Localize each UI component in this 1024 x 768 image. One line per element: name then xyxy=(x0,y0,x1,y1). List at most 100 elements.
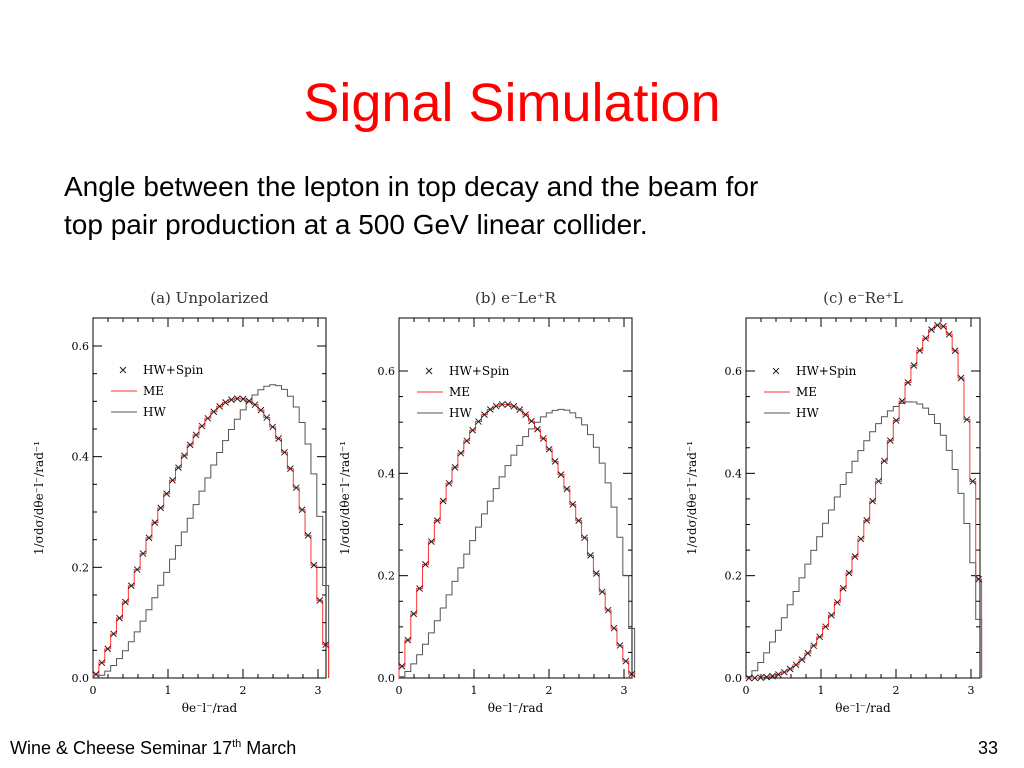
x-tick-label: 1 xyxy=(165,684,172,697)
slide-subtitle: Angle between the lepton in top decay an… xyxy=(64,168,964,244)
hw-spin-marker xyxy=(975,575,983,583)
hw-spin-marker xyxy=(886,437,894,444)
y-tick-label: 0.2 xyxy=(72,561,90,574)
hw-spin-marker xyxy=(398,662,406,670)
legend-label: ME xyxy=(143,384,164,398)
hw-spin-marker xyxy=(198,422,206,430)
legend-label: HW+Spin xyxy=(143,363,204,377)
hw-spin-marker xyxy=(810,642,818,650)
me-histogram xyxy=(92,398,330,678)
hw-spin-marker xyxy=(910,362,918,369)
hw-spin-marker xyxy=(422,560,429,568)
hw-spin-marker xyxy=(157,504,165,512)
hw-spin-marker xyxy=(98,659,106,667)
y-tick-label: 0.0 xyxy=(725,672,743,685)
hw-spin-marker xyxy=(475,418,482,425)
hw-spin-marker xyxy=(310,561,318,569)
hw-spin-marker xyxy=(451,463,459,471)
hw-spin-marker xyxy=(610,624,618,632)
hw-spin-marker xyxy=(881,457,888,465)
hw-spin-marker xyxy=(822,623,829,631)
hw-spin-marker xyxy=(180,452,188,460)
hw-spin-marker xyxy=(569,500,577,508)
hw-spin-marker xyxy=(934,321,941,329)
hw-spin-marker xyxy=(175,464,182,471)
x-axis-label: θe⁻l⁻/rad xyxy=(182,701,238,715)
hw-spin-marker xyxy=(416,585,423,592)
hw-spin-marker xyxy=(316,597,324,604)
hw-spin-marker xyxy=(969,478,977,485)
hw-spin-marker xyxy=(239,395,247,403)
x-axis-label: θe⁻l⁻/rad xyxy=(488,701,544,715)
hw-spin-marker xyxy=(786,665,794,673)
hw-spin-marker xyxy=(322,641,330,649)
y-tick-label: 0.0 xyxy=(378,672,396,685)
y-axis-label: 1/σdσ/dθe⁻l⁻/rad⁻¹ xyxy=(32,441,46,555)
hw-spin-marker xyxy=(298,506,306,514)
hw-spin-marker xyxy=(963,416,971,423)
hw-spin-marker xyxy=(251,401,259,409)
hw-spin-marker xyxy=(222,399,229,406)
hw-spin-marker xyxy=(510,402,518,410)
hw-spin-marker xyxy=(904,379,912,386)
hw-spin-marker xyxy=(110,630,117,638)
plot-frame xyxy=(398,317,633,679)
legend-label: HW+Spin xyxy=(796,364,857,378)
hw-spin-marker xyxy=(563,485,571,493)
x-tick-label: 1 xyxy=(471,684,478,697)
hw-spin-marker xyxy=(281,448,288,456)
hw-spin-marker xyxy=(210,408,218,416)
hw-spin-marker xyxy=(557,471,565,478)
x-tick-label: 2 xyxy=(546,684,553,697)
page-number: 33 xyxy=(977,738,998,758)
x-tick-label: 0 xyxy=(90,684,97,697)
plot-title: (a) Unpolarized xyxy=(150,289,269,307)
x-tick-label: 2 xyxy=(893,684,900,697)
hw-spin-marker xyxy=(163,490,170,498)
hw-spin-marker xyxy=(92,670,100,678)
hw-histogram xyxy=(92,384,330,679)
legend-marker-hw-spin xyxy=(425,367,433,375)
hw-spin-marker xyxy=(245,397,253,405)
hw-spin-marker xyxy=(534,425,541,433)
subtitle-line-2: top pair production at a 500 GeV linear … xyxy=(64,209,648,240)
hw-spin-marker xyxy=(439,497,447,505)
hw-spin-marker xyxy=(616,642,624,649)
y-tick-label: 0.4 xyxy=(378,467,396,480)
hw-spin-marker xyxy=(469,426,476,434)
plot-title: (c) e⁻Re⁺L xyxy=(823,289,903,307)
y-tick-label: 0.2 xyxy=(378,570,396,583)
y-axis-label: 1/σdσ/dθe⁻l⁻/rad⁻¹ xyxy=(685,441,699,555)
hw-spin-marker xyxy=(922,334,930,342)
hw-spin-marker xyxy=(481,411,488,418)
x-tick-label: 2 xyxy=(240,684,247,697)
hw-histogram xyxy=(745,401,983,678)
hw-spin-marker xyxy=(216,403,223,410)
hw-spin-marker xyxy=(575,517,583,524)
y-tick-label: 0.2 xyxy=(725,570,743,583)
y-tick-label: 0.0 xyxy=(72,672,90,685)
legend-label: HW xyxy=(796,406,819,420)
hw-spin-marker xyxy=(622,657,630,665)
hw-spin-marker xyxy=(798,656,806,663)
hw-spin-marker xyxy=(133,566,141,573)
hw-spin-marker xyxy=(857,535,865,543)
hw-spin-marker xyxy=(628,670,636,678)
hw-spin-marker xyxy=(516,406,524,413)
hw-spin-marker xyxy=(457,449,465,457)
hw-spin-marker xyxy=(833,599,841,606)
hw-spin-marker xyxy=(775,671,782,678)
hw-spin-marker xyxy=(539,435,547,442)
hw-spin-marker xyxy=(151,519,159,526)
hw-spin-marker xyxy=(286,465,294,472)
subtitle-line-1: Angle between the lepton in top decay an… xyxy=(64,171,759,202)
hw-spin-marker xyxy=(869,497,876,505)
hw-spin-marker xyxy=(486,406,494,413)
hw-spin-marker xyxy=(139,550,147,557)
y-tick-label: 0.6 xyxy=(72,340,90,353)
legend-marker-hw-spin xyxy=(119,366,127,374)
hw-spin-marker xyxy=(428,538,435,545)
hw-spin-marker xyxy=(828,611,835,619)
hw-spin-marker xyxy=(604,606,612,614)
x-tick-label: 3 xyxy=(968,684,975,697)
